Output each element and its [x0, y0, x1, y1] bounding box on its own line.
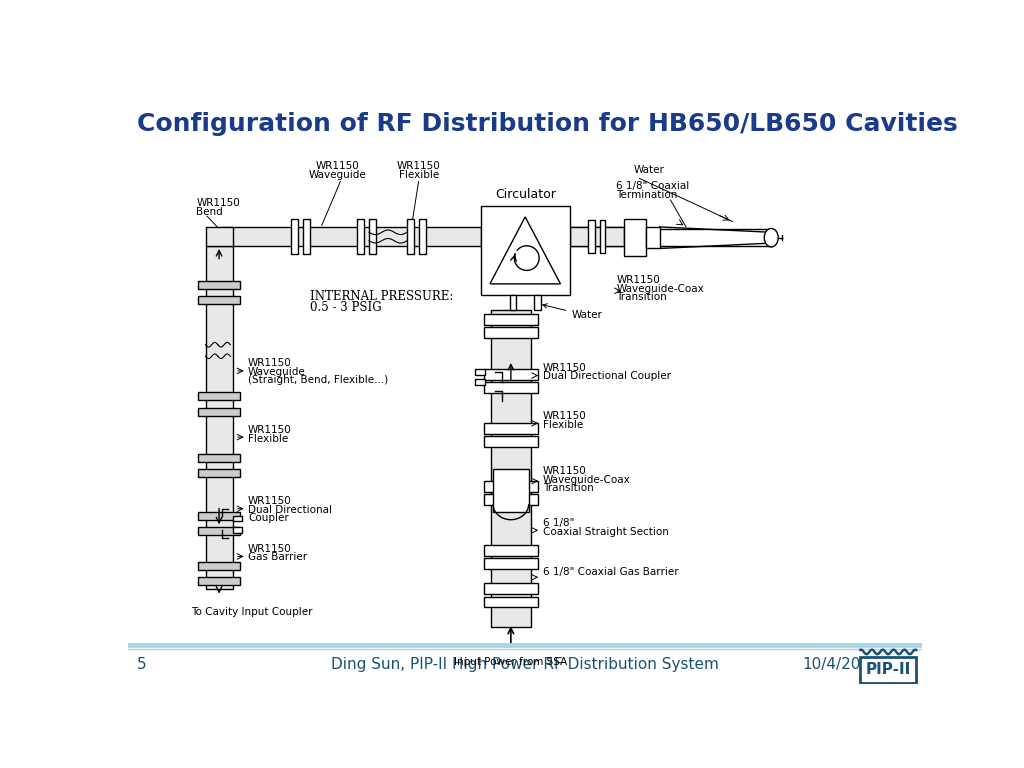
Bar — [475, 379, 484, 385]
Text: WR1150: WR1150 — [248, 359, 292, 369]
Bar — [483, 558, 538, 569]
Text: Waveguide: Waveguide — [248, 367, 306, 377]
Text: WR1150: WR1150 — [248, 544, 292, 554]
Bar — [510, 295, 516, 310]
Text: 6 1/8" Coaxial: 6 1/8" Coaxial — [616, 181, 689, 191]
Bar — [483, 436, 538, 447]
Text: INTERNAL PRESSURE:: INTERNAL PRESSURE: — [310, 290, 454, 303]
Text: Flexible: Flexible — [543, 420, 583, 430]
Text: 0.5 - 3 PSIG: 0.5 - 3 PSIG — [310, 301, 382, 314]
Text: WR1150: WR1150 — [543, 412, 587, 422]
Bar — [483, 584, 538, 594]
Text: 6 1/8" Coaxial Gas Barrier: 6 1/8" Coaxial Gas Barrier — [543, 567, 678, 577]
Bar — [490, 310, 531, 627]
Bar — [483, 382, 538, 393]
Bar — [198, 562, 241, 570]
Text: Waveguide: Waveguide — [308, 170, 367, 180]
Text: Coupler: Coupler — [248, 513, 289, 523]
Text: WR1150: WR1150 — [543, 466, 587, 476]
Text: To Cavity Input Coupler: To Cavity Input Coupler — [191, 607, 313, 617]
Text: WR1150: WR1150 — [396, 161, 440, 171]
Text: Water: Water — [633, 165, 665, 175]
Bar — [206, 247, 232, 589]
Bar — [588, 220, 595, 253]
Bar — [356, 219, 364, 254]
Text: WR1150: WR1150 — [543, 363, 587, 373]
Bar — [198, 511, 241, 519]
Bar — [860, 657, 916, 683]
Text: WR1150: WR1150 — [616, 275, 660, 285]
Bar — [198, 281, 241, 289]
Bar — [493, 469, 528, 511]
Bar — [198, 469, 241, 477]
Bar — [198, 527, 241, 535]
Bar — [646, 227, 659, 249]
Bar — [232, 515, 242, 521]
Bar — [407, 219, 414, 254]
Bar — [483, 494, 538, 505]
Text: (Straight, Bend, Flexible...): (Straight, Bend, Flexible...) — [248, 376, 388, 386]
Bar — [480, 206, 569, 295]
Text: WR1150: WR1150 — [248, 496, 292, 506]
Bar — [483, 369, 538, 380]
Bar — [303, 219, 310, 254]
Text: Dual Directional Coupler: Dual Directional Coupler — [543, 372, 671, 382]
Ellipse shape — [764, 228, 778, 247]
Bar — [535, 295, 541, 310]
Text: Gas Barrier: Gas Barrier — [248, 552, 307, 562]
Text: Waveguide-Coax: Waveguide-Coax — [543, 475, 631, 485]
Text: WR1150: WR1150 — [315, 161, 359, 171]
Bar — [221, 227, 480, 247]
Bar — [369, 219, 376, 254]
Bar — [483, 314, 538, 325]
Bar — [198, 296, 241, 304]
Text: Transition: Transition — [543, 483, 593, 493]
Bar — [483, 423, 538, 434]
Bar — [291, 219, 298, 254]
Bar — [483, 327, 538, 338]
Bar — [198, 578, 241, 585]
Bar — [483, 481, 538, 492]
Text: 5: 5 — [137, 657, 146, 672]
Text: 6 1/8": 6 1/8" — [543, 518, 574, 528]
Text: Termination: Termination — [616, 190, 678, 200]
Text: PIP-II: PIP-II — [865, 662, 911, 677]
Text: Water: Water — [543, 304, 602, 320]
Bar — [624, 219, 646, 257]
Bar — [420, 219, 426, 254]
Bar — [569, 227, 624, 247]
Text: Waveguide-Coax: Waveguide-Coax — [616, 283, 705, 293]
Bar — [600, 220, 605, 253]
Bar — [206, 227, 232, 247]
Text: Transition: Transition — [616, 292, 667, 302]
Text: Flexible: Flexible — [398, 170, 438, 180]
Bar — [232, 527, 242, 532]
Text: Dual Directional: Dual Directional — [248, 505, 332, 515]
Text: Configuration of RF Distribution for HB650/LB650 Cavities: Configuration of RF Distribution for HB6… — [137, 112, 958, 137]
Bar — [198, 408, 241, 415]
Bar — [475, 369, 484, 375]
Text: Input Power from SSA: Input Power from SSA — [455, 657, 567, 667]
Text: WR1150: WR1150 — [197, 198, 240, 208]
Text: 10/4/2024: 10/4/2024 — [802, 657, 880, 672]
Text: Coaxial Straight Section: Coaxial Straight Section — [543, 527, 669, 537]
Text: WR1150: WR1150 — [248, 425, 292, 435]
Text: Circulator: Circulator — [495, 188, 556, 201]
Bar — [198, 454, 241, 462]
Text: Flexible: Flexible — [248, 434, 289, 444]
Bar — [483, 597, 538, 607]
Bar — [198, 392, 241, 400]
Text: Ding Sun, PIP-II High Power RF Distribution System: Ding Sun, PIP-II High Power RF Distribut… — [331, 657, 719, 672]
Bar — [483, 545, 538, 556]
Text: Bend: Bend — [197, 207, 223, 217]
